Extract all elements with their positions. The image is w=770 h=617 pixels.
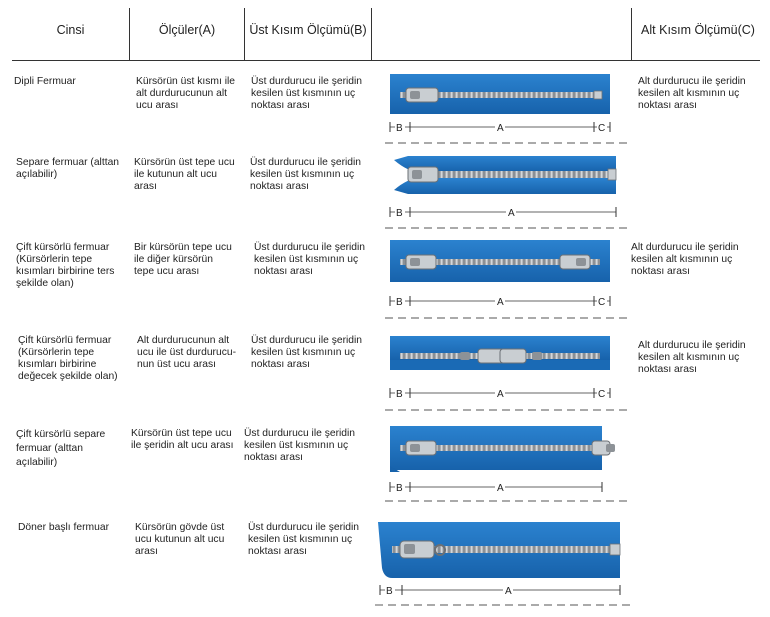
dim-label-a: A: [508, 208, 515, 219]
dimension-row-1: B A C: [385, 121, 632, 144]
row-1-type: Dipli Fermuar: [14, 76, 76, 87]
row-5-type: Çift kürsörlü separe fermuar (alttan açı…: [16, 429, 106, 468]
dim-label-a: A: [497, 483, 504, 494]
row-4-measure-c: Alt durdurucu ile şeridin kesilen alt kı…: [638, 340, 746, 375]
dimension-row-5: B A: [385, 481, 632, 502]
row-1-measure-c: Alt durdurucu ile şeridin kesilen alt kı…: [638, 76, 746, 111]
zipper-two-way-touching-diagram: [390, 336, 610, 370]
row-1-measure-a: Kürsörün üst kısmı ile alt durdurucunun …: [136, 76, 235, 111]
header-bottom-measure: Alt Kısım Ölçümü(C): [641, 23, 755, 37]
row-5-measure-b: Üst durdurucu ile şeridin kesilen üst kı…: [244, 428, 356, 463]
zipper-two-way-reverse-diagram: [390, 240, 610, 282]
header-type: Cinsi: [56, 23, 85, 37]
dim-label-b: B: [396, 389, 403, 400]
dimension-row-6: B A: [375, 584, 632, 606]
row-3-measure-c: Alt durdurucu ile şeridin kesilen alt kı…: [631, 242, 739, 277]
row-3-measure-a: Bir kürsörün tepe ucu ile diğer kürsörün…: [134, 242, 232, 277]
row-4-measure-b: Üst durdurucu ile şeridin kesilen üst kı…: [251, 335, 363, 370]
dim-label-c: C: [598, 389, 605, 400]
row-4-type: Çift kürsörlü fermuar (Kürsörlerin tepe …: [18, 335, 118, 382]
row-3-measure-b: Üst durdurucu ile şeridin kesilen üst kı…: [254, 242, 366, 277]
row-1-measure-b: Üst durdurucu ile şeridin kesilen üst kı…: [251, 76, 363, 111]
row-2-type: Separe fermuar (alttan açılabilir): [16, 157, 120, 180]
row-5-measure-a: Kürsörün üst tepe ucu ile şeridin alt uc…: [131, 428, 234, 451]
dim-label-a: A: [497, 389, 504, 400]
zipper-open-end-diagram: [394, 156, 617, 194]
dim-label-b: B: [386, 586, 393, 597]
zipper-illustrations: B A C B A: [375, 74, 632, 606]
row-2-measure-b: Üst durdurucu ile şeridin kesilen üst kı…: [250, 157, 362, 192]
dim-label-c: C: [598, 123, 605, 134]
dim-label-c: C: [598, 297, 605, 308]
row-2-measure-a: Kürsörün üst tepe ucu ile kutunun alt uc…: [134, 157, 235, 192]
header-divider: [631, 8, 632, 60]
header-measures: Ölçüler(A): [158, 23, 216, 37]
dim-label-b: B: [396, 297, 403, 308]
dim-label-b: B: [396, 208, 403, 219]
header-divider: [244, 8, 245, 60]
zipper-swivel-head-diagram: [378, 522, 621, 578]
dim-label-a: A: [497, 123, 504, 134]
row-6-type: Döner başlı fermuar: [18, 522, 109, 533]
row-4-measure-a: Alt durdurucunun alt ucu ile üst durduru…: [137, 335, 237, 370]
header-underline: [12, 60, 760, 61]
dim-label-b: B: [396, 483, 403, 494]
header-divider: [371, 8, 372, 60]
dimension-row-4: B A C: [385, 387, 632, 411]
header-zipper: [372, 0, 631, 60]
row-3-type: Çift kürsörlü fermuar (Kürsörlerin tepe …: [16, 242, 115, 289]
dim-label-b: B: [396, 123, 403, 134]
dim-label-a: A: [505, 586, 512, 597]
dimension-row-2: B A: [385, 206, 632, 229]
header-top-measure: Üst Kısım Ölçümü(B): [249, 23, 367, 37]
row-6-measure-b: Üst durdurucu ile şeridin kesilen üst kı…: [248, 522, 360, 557]
zipper-closed-end-diagram: [390, 74, 610, 114]
dim-label-a: A: [497, 297, 504, 308]
zipper-two-way-open-end-diagram: [390, 426, 615, 472]
dimension-row-3: B A C: [385, 295, 632, 319]
header-divider: [129, 8, 130, 60]
row-6-measure-a: Kürsörün gövde üst ucu kutunun alt ucu a…: [135, 522, 225, 557]
